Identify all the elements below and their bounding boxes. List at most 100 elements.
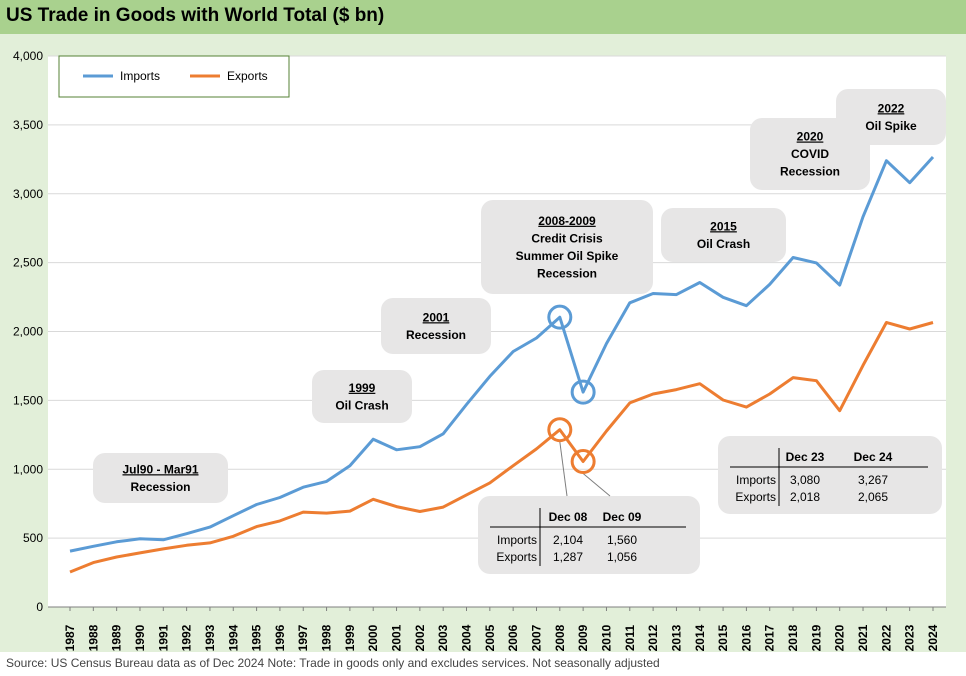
y-tick-label: 500 (23, 531, 43, 545)
x-tick-label: 1996 (273, 624, 287, 651)
highlight-circle-exports (570, 449, 596, 475)
annotation-label: Jul90 - Mar91 (122, 462, 198, 476)
annotation-label: Oil Spike (865, 119, 917, 133)
x-tick-label: 2004 (460, 624, 474, 651)
annotation-label: 2001 (423, 310, 450, 324)
y-tick-label: 2,000 (13, 325, 43, 339)
crisis-table-box (478, 496, 700, 574)
x-tick-label: 2020 (833, 624, 847, 651)
x-tick-label: 1999 (343, 624, 357, 651)
recent-table-cell: 3,080 (790, 473, 820, 487)
legend-label-imports: Imports (120, 69, 160, 83)
highlight-circle-exports (547, 417, 573, 443)
x-tick-label: 2014 (693, 624, 707, 651)
x-tick-label: 2003 (436, 624, 450, 651)
y-tick-label: 1,500 (13, 393, 43, 407)
x-tick-label: 2009 (576, 624, 590, 651)
recent-table-cell: 2,065 (858, 490, 888, 504)
x-tick-label: 2017 (763, 624, 777, 651)
crisis-table-cell: 1,560 (607, 533, 637, 547)
highlight-circle-imports (570, 379, 596, 405)
recent-table-row-label: Exports (735, 490, 776, 504)
series-line-exports (69, 321, 934, 574)
x-tick-label: 2019 (809, 624, 823, 651)
legend-label-exports: Exports (227, 69, 268, 83)
annotation-label: 2020 (797, 130, 824, 144)
y-tick-label: 1,000 (13, 462, 43, 476)
annotation-label: 2008-2009 (538, 214, 596, 228)
annotation-box (381, 298, 491, 354)
x-tick-label: 2008 (553, 624, 567, 651)
annotation-label: Credit Crisis (531, 231, 603, 245)
annotation-label: 2015 (710, 219, 737, 233)
annotation-label: Summer Oil Spike (516, 249, 619, 263)
crisis-table-cell: 2,104 (553, 533, 583, 547)
x-tick-label: 2024 (926, 624, 940, 651)
recent-table-cell: 3,267 (858, 473, 888, 487)
crisis-table-cell: 1,056 (607, 550, 637, 564)
x-tick-label: 2010 (599, 624, 613, 651)
x-tick-label: 2013 (669, 624, 683, 651)
x-tick-label: 2002 (413, 624, 427, 651)
y-tick-label: 4,000 (13, 49, 43, 63)
annotation-label: Recession (780, 165, 840, 179)
annotation-label: 1999 (349, 381, 376, 395)
recent-table-header: Dec 24 (854, 450, 893, 464)
x-tick-label: 2000 (366, 624, 380, 651)
x-tick-label: 1998 (320, 624, 334, 651)
x-tick-label: 1990 (133, 624, 147, 651)
x-tick-label: 1991 (156, 624, 170, 651)
x-tick-label: 1989 (110, 624, 124, 651)
x-tick-label: 2022 (879, 624, 893, 651)
crisis-table-header: Dec 08 (549, 510, 588, 524)
y-tick-label: 0 (36, 600, 43, 614)
x-tick-label: 1988 (86, 624, 100, 651)
x-tick-label: 2023 (903, 624, 917, 651)
recent-table-cell: 2,018 (790, 490, 820, 504)
x-tick-label: 2001 (390, 624, 404, 651)
chart-title: US Trade in Goods with World Total ($ bn… (6, 5, 385, 26)
crisis-table-header: Dec 09 (603, 510, 642, 524)
x-tick-label: 2021 (856, 624, 870, 651)
annotation-box (481, 200, 653, 294)
connector-line (559, 441, 568, 497)
annotation-label: Oil Crash (697, 237, 750, 251)
annotation-label: COVID (791, 147, 829, 161)
x-tick-label: 1992 (180, 624, 194, 651)
recent-table-box (718, 436, 942, 514)
title-bar: US Trade in Goods with World Total ($ bn… (0, 0, 966, 34)
x-tick-label: 2018 (786, 624, 800, 651)
x-tick-label: 2015 (716, 624, 730, 651)
annotation-label: Oil Crash (335, 398, 388, 412)
x-tick-label: 2006 (506, 624, 520, 651)
crisis-table-row-label: Imports (497, 533, 537, 547)
recent-table-row-label: Imports (736, 473, 776, 487)
x-tick-label: 2016 (739, 624, 753, 651)
x-tick-label: 1994 (226, 624, 240, 651)
x-tick-label: 2011 (623, 625, 637, 651)
source-note: Source: US Census Bureau data as of Dec … (6, 656, 660, 670)
annotation-label: Recession (406, 328, 466, 342)
annotation-box (312, 370, 412, 423)
x-tick-label: 1997 (296, 624, 310, 651)
crisis-table-cell: 1,287 (553, 550, 583, 564)
annotation-box (836, 89, 946, 145)
x-tick-label: 2007 (529, 624, 543, 651)
x-tick-label: 1987 (63, 624, 77, 651)
x-tick-label: 2012 (646, 624, 660, 651)
y-tick-label: 3,500 (13, 118, 43, 132)
annotation-label: 2022 (878, 101, 905, 115)
series-line-imports (69, 155, 935, 553)
x-tick-label: 1995 (250, 624, 264, 651)
annotation-box (93, 453, 228, 503)
highlight-circle-imports (547, 304, 573, 330)
recent-table-header: Dec 23 (786, 450, 825, 464)
connector-line (582, 473, 611, 497)
annotation-label: Recession (537, 266, 597, 280)
y-tick-label: 3,000 (13, 187, 43, 201)
x-tick-label: 2005 (483, 624, 497, 651)
x-tick-label: 1993 (203, 624, 217, 651)
annotation-label: Recession (130, 480, 190, 494)
annotation-box (661, 208, 786, 262)
